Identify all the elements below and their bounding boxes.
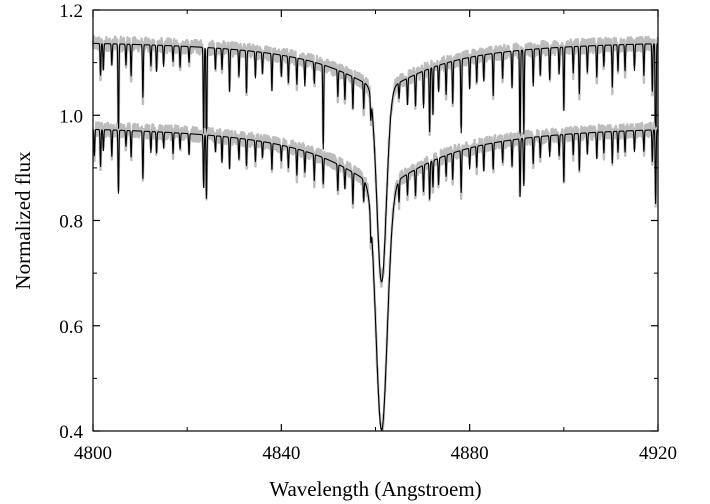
- y-axis-title: Normalized flux: [11, 151, 35, 290]
- x-tick-label: 4880: [451, 443, 489, 464]
- y-tick-label: 0.8: [59, 212, 83, 233]
- y-tick-label: 0.4: [59, 422, 83, 443]
- y-tick-label: 1.0: [59, 106, 83, 127]
- x-tick-label: 4920: [639, 443, 677, 464]
- y-tick-label: 1.2: [59, 1, 83, 22]
- x-axis-title: Wavelength (Angstroem): [269, 477, 481, 501]
- series-2-model-line: [92, 128, 659, 431]
- x-tick-label: 4840: [262, 443, 300, 464]
- y-tick-label: 0.6: [59, 317, 83, 338]
- x-tick-label: 4800: [74, 443, 112, 464]
- series-1-model-line: [92, 42, 659, 283]
- series-layer: [91, 34, 660, 431]
- ticks-layer: 4800 4840 4880 4920 0.4 0.6 0.8 1.0 1.2: [59, 1, 677, 464]
